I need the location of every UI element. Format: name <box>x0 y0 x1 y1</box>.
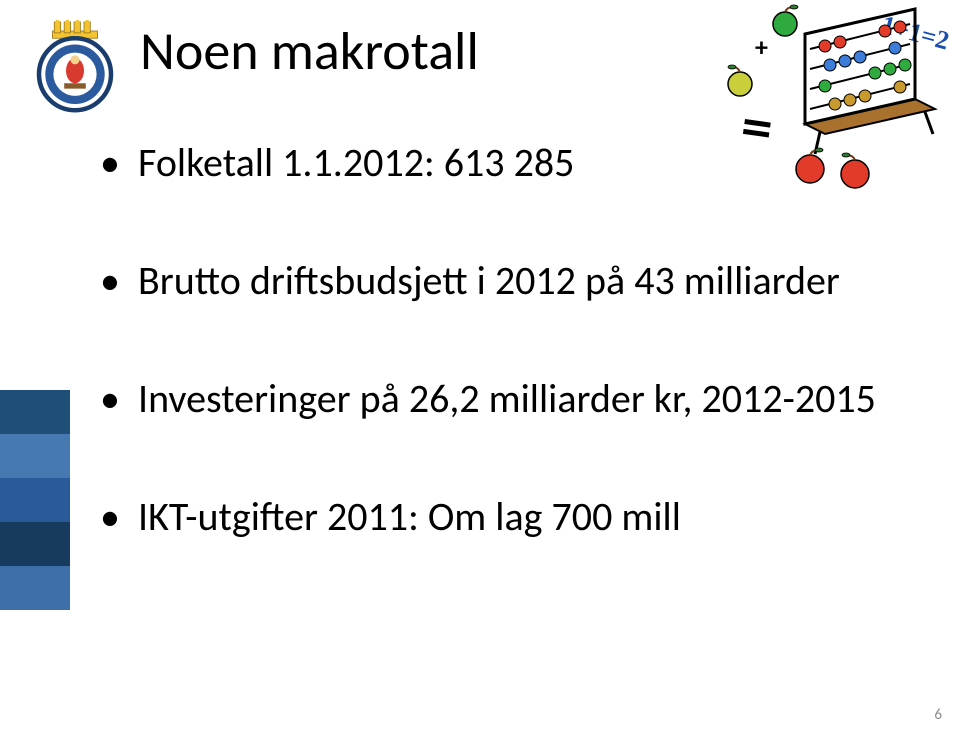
crown-icon <box>53 20 98 38</box>
slide-title: Noen makrotall <box>140 18 479 84</box>
sidebar-block <box>0 522 70 566</box>
sidebar-color-stack <box>0 390 70 610</box>
sidebar-block <box>0 434 70 478</box>
bullet-item: IKT-utgifter 2011: Om lag 700 mill <box>100 494 920 540</box>
abacus-illustration-icon: 1+1=2 + <box>700 4 950 204</box>
bullet-list: Folketall 1.1.2012: 613 285 Brutto drift… <box>100 140 920 612</box>
sidebar-block <box>0 478 70 522</box>
bullet-item: Brutto driftsbudsjett i 2012 på 43 milli… <box>100 258 920 304</box>
sidebar-block <box>0 566 70 610</box>
bullet-item: Investeringer på 26,2 milliarder kr, 201… <box>100 376 920 422</box>
page-number: 6 <box>934 706 942 724</box>
sidebar-block <box>0 390 70 434</box>
plus-sign: + <box>755 31 768 63</box>
oslo-crest-icon <box>30 20 120 115</box>
